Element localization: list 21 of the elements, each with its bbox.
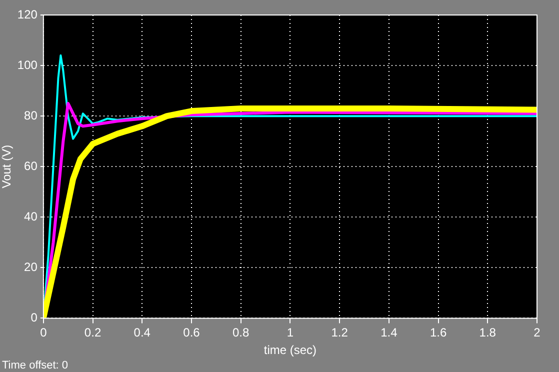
y-axis-title: Vout (V) — [0, 144, 14, 188]
x-tick-label: 1.4 — [380, 326, 398, 340]
y-tick-label: 0 — [30, 310, 38, 325]
x-axis-title: time (sec) — [264, 343, 317, 358]
text: Time offset: 0 — [2, 360, 68, 372]
x-tick-label: 2 — [534, 326, 541, 340]
x-tick-label: 0 — [40, 326, 48, 340]
y-tick-label: 40 — [24, 209, 38, 224]
x-tick-label: 0.4 — [134, 326, 151, 340]
x-tick-label: 1.6 — [430, 326, 447, 340]
y-tick-label: 120 — [17, 7, 38, 22]
x-tick-label: 1 — [286, 326, 294, 340]
y-tick-label: 20 — [24, 260, 38, 274]
x-tick-label: 0.8 — [232, 326, 250, 340]
x-tick-label: 1.8 — [479, 326, 496, 340]
y-tick-label: 80 — [24, 108, 38, 122]
x-tick-label: 0.6 — [183, 326, 200, 340]
y-tick-label: 100 — [17, 58, 38, 72]
x-tick-label: 1.2 — [331, 326, 348, 340]
y-tick-label: 60 — [24, 158, 38, 173]
x-tick-label: 0.2 — [84, 326, 102, 340]
